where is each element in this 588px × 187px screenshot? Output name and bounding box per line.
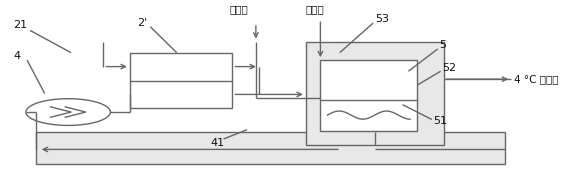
Text: 51: 51 <box>433 116 447 126</box>
Text: 糖浆水: 糖浆水 <box>306 4 325 14</box>
Text: 21: 21 <box>14 20 28 30</box>
Bar <box>306 42 443 145</box>
Text: 5: 5 <box>439 40 446 50</box>
Text: 2': 2' <box>137 18 147 28</box>
Text: 4: 4 <box>14 51 21 61</box>
Bar <box>130 53 232 108</box>
Text: 53: 53 <box>375 14 389 24</box>
Text: 41: 41 <box>211 138 225 148</box>
Bar <box>36 131 505 164</box>
Bar <box>320 60 417 131</box>
Text: 52: 52 <box>442 63 456 73</box>
Text: 4 °C 混合液: 4 °C 混合液 <box>514 74 559 84</box>
Text: 碳酸水: 碳酸水 <box>229 4 248 14</box>
